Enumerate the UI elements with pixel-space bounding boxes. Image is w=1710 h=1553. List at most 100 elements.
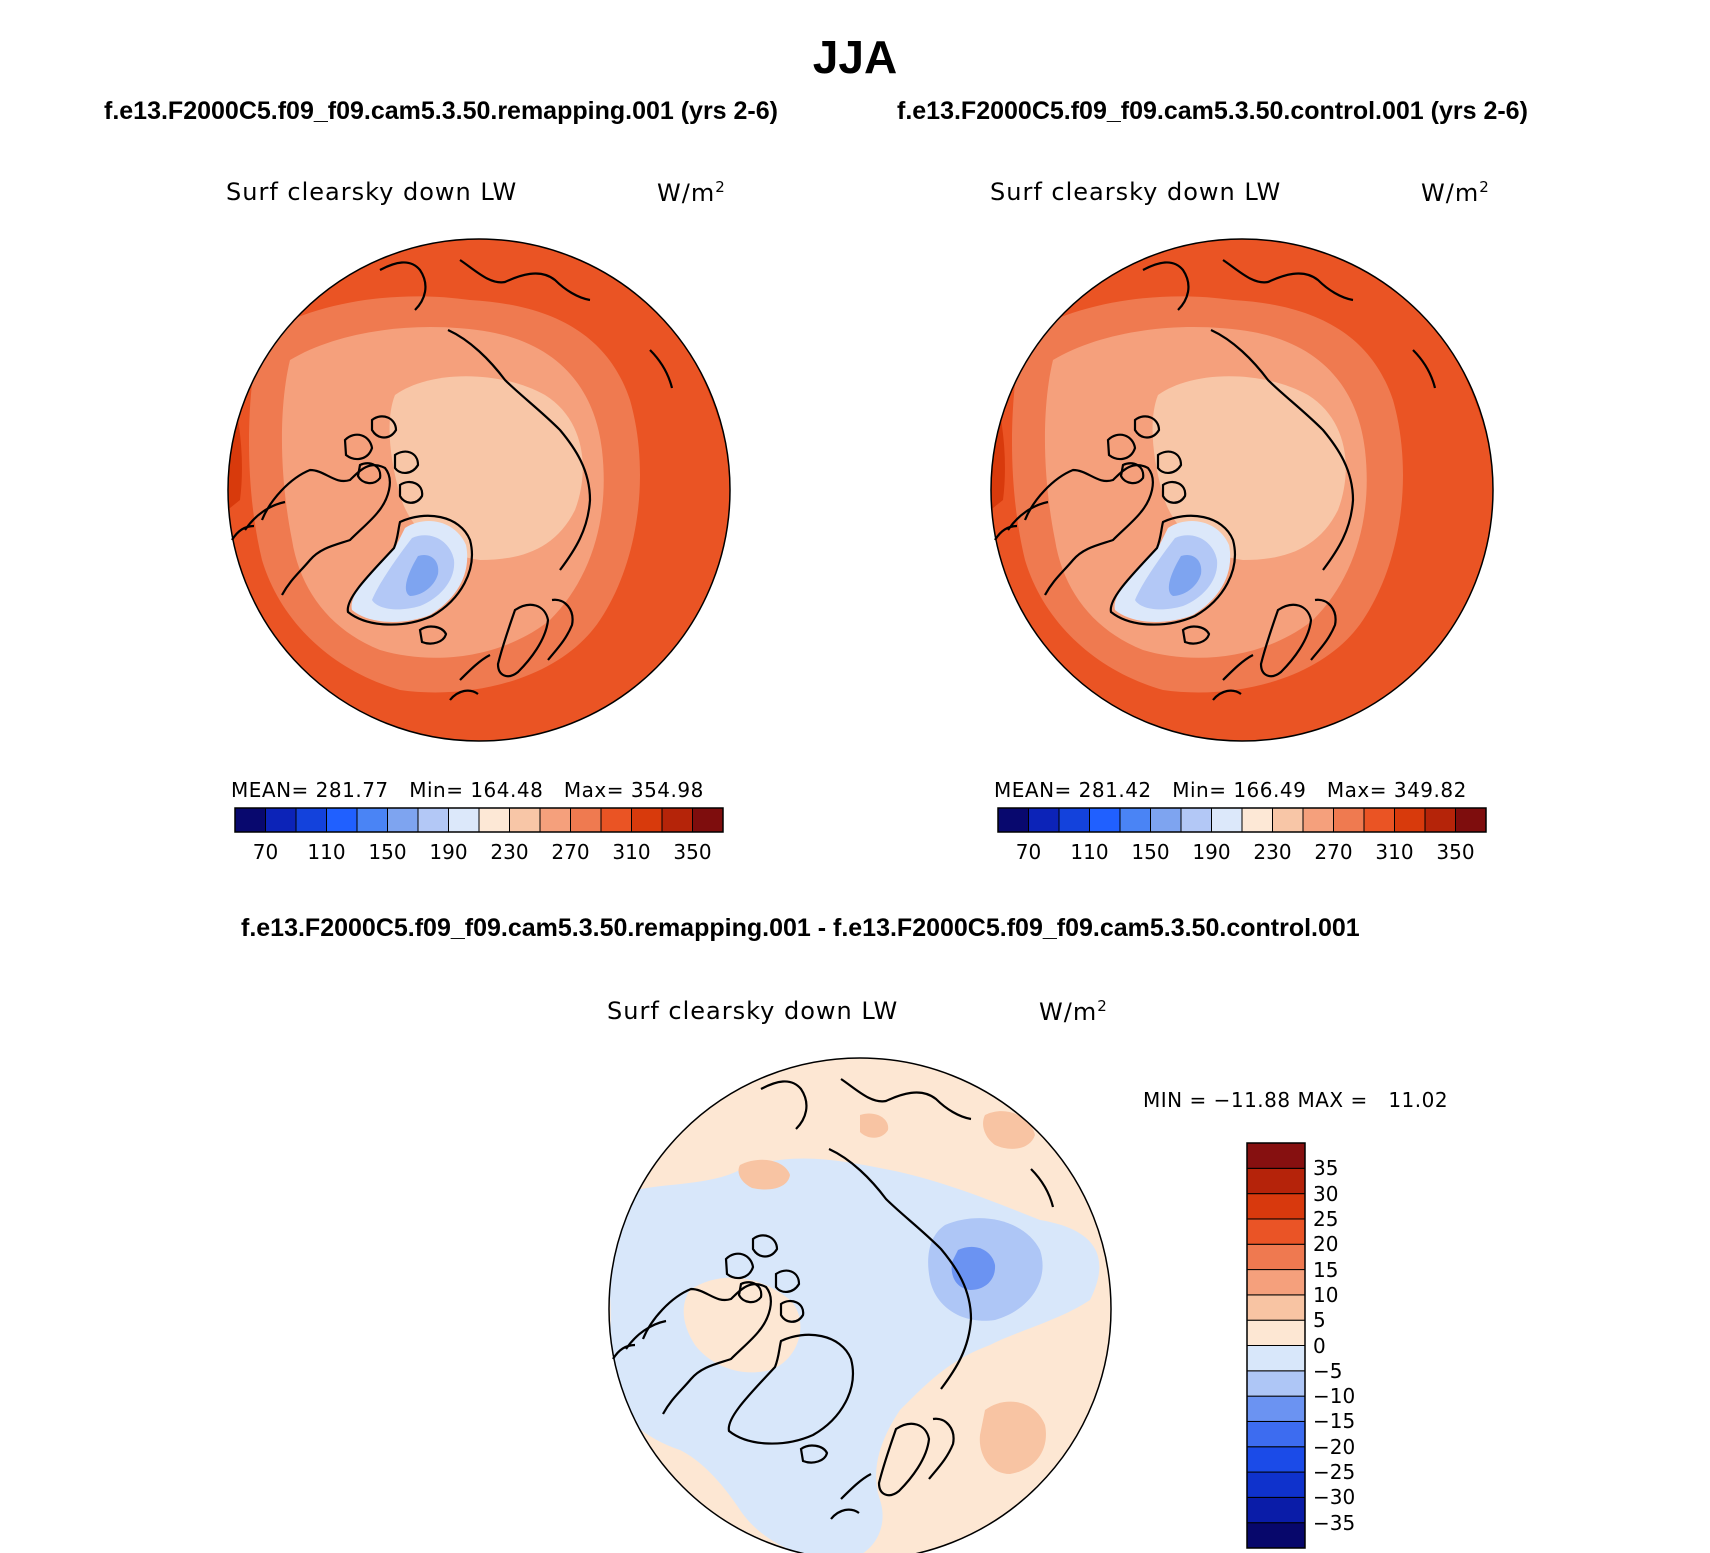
colorbar-tick-label: −30 [1313, 1485, 1356, 1510]
mean-value: 281.42 [1078, 778, 1152, 802]
colorbar-swatch [1246, 1446, 1306, 1473]
units-superscript: 2 [1097, 997, 1108, 1015]
colorbar-tick-label: −10 [1313, 1384, 1356, 1409]
min-value: 164.48 [470, 778, 544, 802]
stats-right: MEAN= 281.42 Min= 166.49 Max= 349.82 [994, 778, 1467, 802]
colorbar-swatch [1150, 807, 1182, 833]
max-value: 11.02 [1388, 1088, 1449, 1112]
stats-left: MEAN= 281.77 Min= 164.48 Max= 354.98 [231, 778, 704, 802]
colorbar-swatch [1246, 1395, 1306, 1422]
units-label-right: W/m2 [1421, 178, 1490, 207]
units-superscript: 2 [715, 178, 726, 196]
coastlines [612, 1078, 1055, 1520]
coastline-europe [449, 654, 491, 701]
colorbar-swatch [1246, 1471, 1306, 1498]
colorbar-swatch [387, 807, 419, 833]
coastlines [994, 259, 1437, 701]
colorbar-tick-label: 150 [368, 840, 407, 864]
colorbar-tick-label: 5 [1313, 1308, 1326, 1333]
colorbar-tick-label: 35 [1313, 1156, 1339, 1181]
colorbar-swatch [539, 807, 571, 833]
colorbar-tick-label: 230 [490, 840, 529, 864]
case-title-right: f.e13.F2000C5.f09_f09.cam5.3.50.control.… [897, 97, 1528, 125]
colorbar-swatch [1363, 807, 1395, 833]
coastline-iceland [799, 1444, 829, 1464]
colorbar-swatch [1246, 1167, 1306, 1195]
colorbar-swatch [1119, 807, 1151, 833]
variable-label-diff: Surf clearsky down LW [607, 997, 899, 1025]
colorbar-difference [1246, 1142, 1306, 1549]
map-border [990, 238, 1494, 742]
coastline-canada [641, 1283, 772, 1415]
coastline-scandinavia [496, 598, 574, 678]
colorbar-swatch [1333, 807, 1365, 833]
colorbar-swatch [509, 807, 541, 833]
coastline-archipelago [724, 1234, 805, 1323]
coastline-iceland [418, 625, 448, 645]
mean-value: 281.77 [315, 778, 389, 802]
mean-label: MEAN= [231, 778, 309, 802]
colorbar-swatch [1089, 807, 1121, 833]
variable-label-left: Surf clearsky down LW [226, 178, 518, 206]
colorbar-swatch [417, 807, 449, 833]
colorbar-frame [997, 807, 1487, 833]
min-value: 166.49 [1233, 778, 1307, 802]
colorbar-swatch [1246, 1193, 1306, 1220]
coastline-siberia [828, 1078, 973, 1390]
max-value: 349.82 [1393, 778, 1467, 802]
colorbar-swatch [1246, 1420, 1306, 1448]
diff-positive-patch-1 [979, 1401, 1046, 1474]
units-superscript: 2 [1479, 178, 1490, 196]
diff-positive-patch-4 [860, 1113, 889, 1138]
colorbar-swatch [1455, 807, 1487, 833]
colorbar-swatch [1246, 1345, 1306, 1372]
stats-diff: MIN = −11.88 MAX = 11.02 [1143, 1088, 1448, 1112]
coastline-alaska [231, 500, 286, 541]
colorbar-swatch [570, 807, 602, 833]
min-label: MIN = [1143, 1088, 1207, 1112]
colorbar-swatch [1246, 1319, 1306, 1346]
map-arctic-core [1152, 376, 1346, 560]
coastline-greenland [727, 1333, 854, 1445]
coastline-archipelago [343, 415, 424, 504]
coastline-europe [1212, 654, 1254, 701]
coastline-siberia [1210, 259, 1355, 571]
coastline-greenland [1109, 514, 1236, 626]
colorbar-swatch [1246, 1370, 1306, 1397]
coastline-alaska [612, 1319, 667, 1360]
coastline-archipelago [1106, 415, 1187, 504]
colorbar-tick-label: 25 [1313, 1206, 1339, 1231]
colorbar-swatch [1394, 807, 1426, 833]
coastline-canada [1023, 464, 1154, 596]
coastline-asia-east [379, 261, 674, 389]
colorbar-tick-label: 110 [307, 840, 346, 864]
units-label-diff: W/m2 [1039, 997, 1108, 1026]
colorbar-tick-label: −15 [1313, 1409, 1356, 1434]
coastline-europe [830, 1473, 872, 1520]
coastlines [231, 259, 674, 701]
colorbar-swatch [1424, 807, 1456, 833]
colorbar-swatch [1246, 1269, 1306, 1296]
colorbar-swatch [265, 807, 297, 833]
colorbar-swatch [631, 807, 663, 833]
colorbar-remapping [234, 807, 724, 833]
colorbar-swatch [326, 807, 358, 833]
colorbar-swatch [1028, 807, 1060, 833]
coastline-asia-east [1142, 261, 1437, 389]
coastline-asia-east [760, 1080, 1055, 1208]
colorbar-swatch [1246, 1218, 1306, 1245]
colorbar-tick-label: 70 [1015, 840, 1042, 864]
colorbar-swatch [1246, 1243, 1306, 1271]
colorbar-tick-label: 190 [429, 840, 468, 864]
main-title: JJA [812, 31, 898, 83]
colorbar-tick-label: 230 [1253, 840, 1292, 864]
colorbar-tick-label: 270 [551, 840, 590, 864]
polar-map-control [990, 238, 1494, 742]
coastline-scandinavia [877, 1417, 955, 1497]
colorbar-tick-label: −20 [1313, 1434, 1356, 1459]
colorbar-tick-label: 0 [1313, 1333, 1326, 1358]
colorbar-tick-label: 270 [1314, 840, 1353, 864]
max-label: Max= [1326, 778, 1387, 802]
coastline-canada [260, 464, 391, 596]
colorbar-swatch [692, 807, 724, 833]
